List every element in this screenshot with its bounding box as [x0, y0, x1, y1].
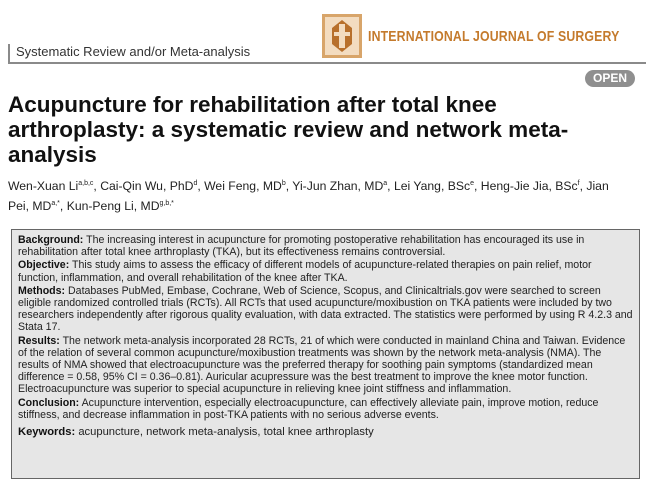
- abstract-section: Results: The network meta-analysis incor…: [18, 335, 633, 396]
- section-label: Objective:: [18, 259, 70, 272]
- author-name: Yi-Jun Zhan, MD: [292, 179, 384, 194]
- keywords-text: acupuncture, network meta-analysis, tota…: [78, 426, 374, 439]
- section-text: This study aims to assess the efficacy o…: [18, 259, 592, 284]
- section-text: Databases PubMed, Embase, Cochrane, Web …: [18, 284, 633, 334]
- author-separator: ,: [197, 179, 205, 194]
- abstract-section: Methods: Databases PubMed, Embase, Cochr…: [18, 285, 633, 334]
- author-affiliation: b: [281, 180, 286, 187]
- section-label: Conclusion:: [18, 396, 80, 409]
- author-affiliation: f: [577, 180, 580, 187]
- section-text: The increasing interest in acupuncture f…: [18, 234, 585, 259]
- abstract-box: Background: The increasing interest in a…: [11, 229, 640, 479]
- section-label: Background:: [18, 234, 84, 246]
- author-name: Wei Feng, MD: [204, 179, 282, 194]
- author-name: Heng-Jie Jia, BSc: [480, 179, 578, 194]
- author-name: Kun-Peng Li, MD: [66, 199, 160, 214]
- author-name: Cai-Qin Wu, PhD: [100, 179, 194, 194]
- author-name: Lei Yang, BSc: [393, 179, 471, 194]
- author-separator: ,: [93, 179, 101, 194]
- journal-logo: [322, 14, 362, 58]
- author-affiliation: a,b,c: [78, 180, 94, 187]
- abstract-section: Background: The increasing interest in a…: [18, 234, 633, 258]
- section-heading: Systematic Review and/or Meta-analysis: [8, 44, 646, 64]
- author-name: Wen-Xuan Li: [8, 179, 79, 194]
- author-affiliation: e: [470, 180, 474, 187]
- keywords: Keywords: acupuncture, network meta-anal…: [18, 426, 633, 438]
- abstract-section: Conclusion: Acupuncture intervention, es…: [18, 397, 633, 421]
- author-separator: ,: [59, 199, 67, 214]
- author-affiliation: g,b,*: [159, 200, 174, 208]
- abstract-section: Objective: This study aims to assess the…: [18, 259, 633, 283]
- article-title: Acupuncture for rehabilitation after tot…: [8, 92, 569, 167]
- author-separator: ,: [387, 179, 394, 194]
- author-list: Wen-Xuan Lia,b,c, Cai-Qin Wu, PhDd, Wei …: [8, 175, 633, 215]
- section-label: Results:: [18, 334, 60, 347]
- author-affiliation: a,*: [51, 200, 60, 208]
- author-name: Jian Pei, MD: [8, 179, 609, 214]
- author-affiliation: d: [193, 180, 198, 187]
- journal-name: INTERNATIONAL JOURNAL OF SURGERY: [368, 28, 620, 45]
- section-text: Acupuncture intervention, especially ele…: [18, 396, 599, 421]
- author-separator: ,: [285, 179, 293, 194]
- section-label: Methods:: [18, 284, 66, 297]
- section-text: The network meta-analysis incorporated 2…: [18, 334, 626, 396]
- author-affiliation: a: [383, 180, 388, 187]
- author-separator: ,: [579, 179, 587, 194]
- author-separator: ,: [473, 179, 481, 194]
- keywords-label: Keywords:: [18, 426, 76, 439]
- open-access-badge: OPEN: [585, 70, 635, 87]
